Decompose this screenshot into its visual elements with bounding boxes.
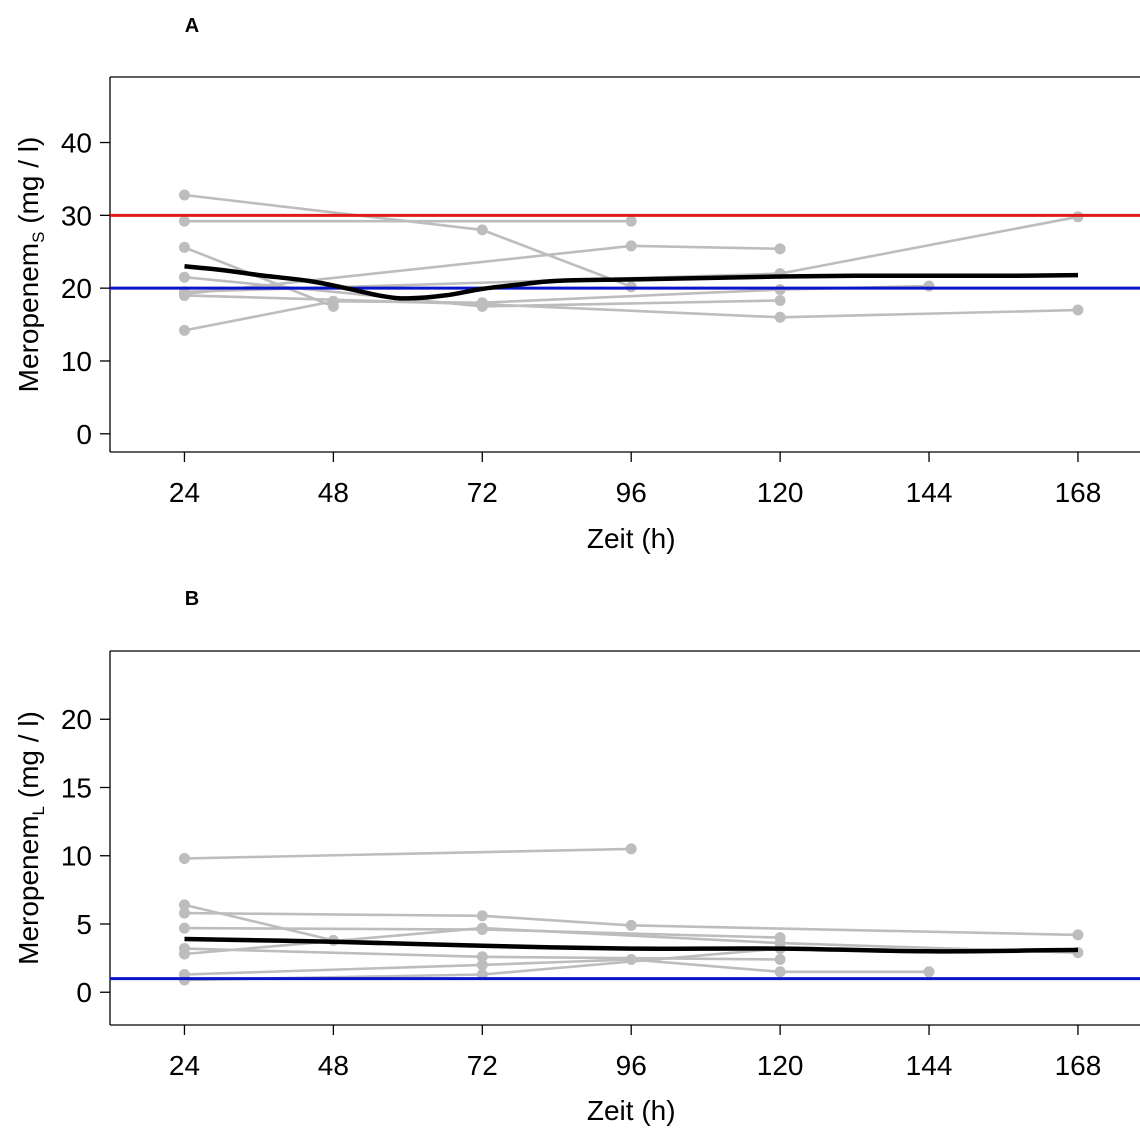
mean-line (184, 264, 1079, 301)
individual-point (923, 280, 935, 292)
x-tick-label: 168 (1055, 1050, 1102, 1081)
x-axis-title: Zeit (h) (587, 1095, 676, 1126)
x-tick-label: 24 (169, 477, 200, 508)
y-tick-label: 0 (76, 977, 92, 1008)
y-tick-label: 15 (61, 772, 92, 803)
individual-point (476, 910, 488, 922)
y-tick-label: 40 (61, 128, 92, 159)
x-tick-label: 144 (906, 1050, 953, 1081)
x-tick-label: 96 (616, 1050, 647, 1081)
x-tick-label: 96 (616, 477, 647, 508)
y-tick-label: 0 (76, 419, 92, 450)
y-tick-label: 30 (61, 200, 92, 231)
individual-line (184, 911, 1079, 937)
y-tick-label: 20 (61, 273, 92, 304)
individual-point (774, 243, 786, 255)
y-axis-title: MeropenemL (mg / l) (13, 711, 48, 965)
individual-point (178, 271, 190, 283)
individual-point (178, 324, 190, 336)
x-tick-label: 120 (757, 477, 804, 508)
individual-point (178, 289, 190, 301)
y-tick-label: 10 (61, 346, 92, 377)
individual-point (625, 953, 637, 965)
individual-point (1072, 929, 1084, 941)
individual-point (625, 843, 637, 855)
x-tick-label: 144 (906, 477, 953, 508)
individual-point (625, 240, 637, 252)
individual-line (184, 294, 1079, 319)
y-title-main: Meropenem (13, 815, 44, 964)
individual-point (1072, 304, 1084, 316)
x-tick-label: 120 (757, 1050, 804, 1081)
y-tick-label: 20 (61, 704, 92, 735)
mean-line (184, 936, 1079, 954)
individual-line (184, 847, 632, 860)
individual-point (476, 959, 488, 971)
panel-a: A 0 10 20 30 40 24 48 72 96 120 144 168 Zeit (h) Merop… (13, 15, 1140, 554)
y-axis-title: MeropenemS (mg / l) (13, 137, 48, 393)
individual-point (923, 966, 935, 978)
individual-point (327, 295, 339, 307)
x-tick-label: 72 (467, 1050, 498, 1081)
individual-point (178, 241, 190, 253)
individual-point (476, 224, 488, 236)
x-tick-label: 168 (1055, 477, 1102, 508)
individual-point (476, 297, 488, 309)
individual-point (178, 215, 190, 227)
individual-point (774, 295, 786, 307)
individual-point (178, 948, 190, 960)
panel-letter: B (185, 588, 199, 610)
x-tick-label: 48 (318, 477, 349, 508)
individual-point (774, 311, 786, 323)
individual-point (476, 922, 488, 934)
y-title-main: Meropenem (13, 243, 44, 392)
x-axis-title: Zeit (h) (587, 523, 676, 554)
individual-line (184, 903, 334, 942)
individual-point (178, 907, 190, 919)
individual-point (625, 215, 637, 227)
y-title-subscript: S (29, 232, 48, 243)
individual-point (178, 189, 190, 201)
panel-letter: A (185, 15, 199, 37)
panel-b: B 0 5 10 15 20 24 48 72 96 120 144 168 Zeit (h) Merope… (13, 588, 1140, 1126)
y-title-subscript: L (29, 806, 48, 815)
y-tick-label: 10 (61, 841, 92, 872)
y-title-unit: (mg / l) (13, 711, 44, 806)
y-tick-label: 5 (76, 909, 92, 940)
individual-point (774, 953, 786, 965)
individual-point (178, 852, 190, 864)
x-tick-label: 24 (169, 1050, 200, 1081)
individual-point (774, 966, 786, 978)
individual-point (625, 919, 637, 931)
x-tick-label: 72 (467, 477, 498, 508)
x-tick-label: 48 (318, 1050, 349, 1081)
y-title-unit: (mg / l) (13, 137, 44, 232)
individual-point (476, 951, 488, 963)
individual-point (178, 899, 190, 911)
individual-point (178, 922, 190, 934)
